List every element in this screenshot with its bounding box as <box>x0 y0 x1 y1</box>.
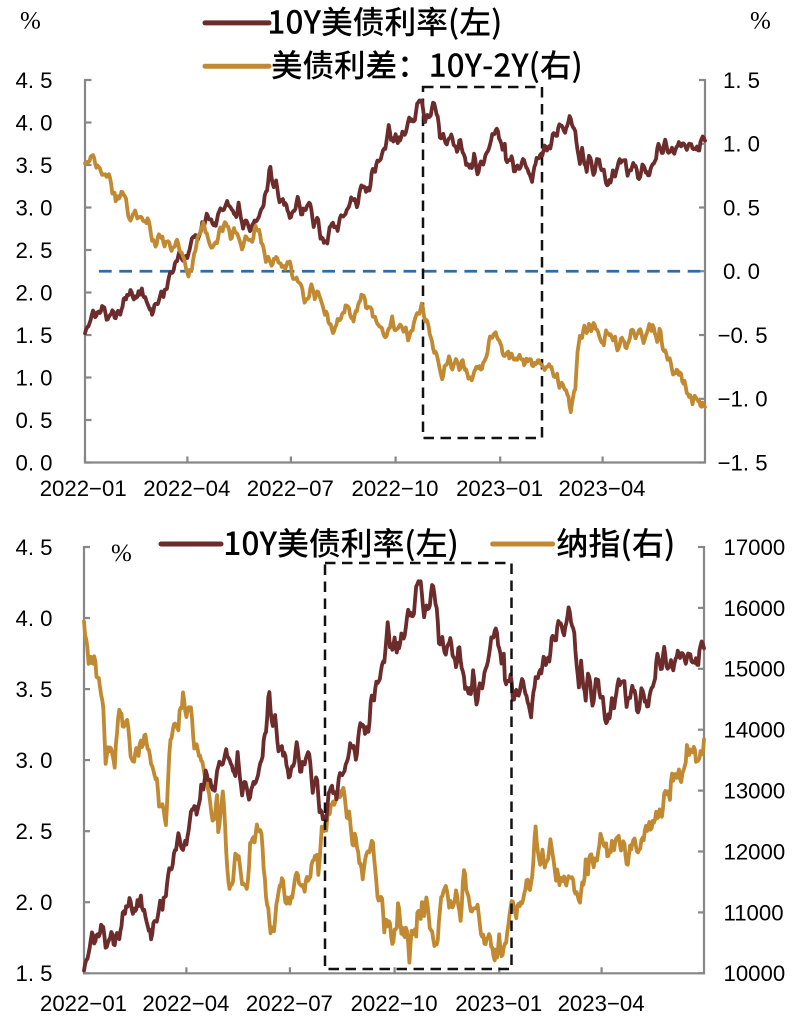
svg-text:15000: 15000 <box>724 657 786 682</box>
svg-text:3. 5: 3. 5 <box>15 153 52 178</box>
svg-text:0. 5: 0. 5 <box>15 408 52 433</box>
svg-text:2. 0: 2. 0 <box>15 280 52 305</box>
svg-text:2022−04: 2022−04 <box>142 991 229 1016</box>
svg-text:14000: 14000 <box>724 718 786 743</box>
svg-text:12000: 12000 <box>724 839 786 864</box>
svg-text:3. 0: 3. 0 <box>15 195 52 220</box>
svg-text:3. 5: 3. 5 <box>15 677 52 702</box>
svg-text:2022−10: 2022−10 <box>351 991 438 1016</box>
svg-text:13000: 13000 <box>724 779 786 804</box>
svg-text:2022−10: 2022−10 <box>352 476 439 501</box>
svg-text:4. 0: 4. 0 <box>15 110 52 135</box>
svg-text:−1. 5: −1. 5 <box>718 450 768 475</box>
svg-text:2023−01: 2023−01 <box>456 476 543 501</box>
svg-text:0. 0: 0. 0 <box>723 259 760 284</box>
svg-text:2023−04: 2023−04 <box>559 476 646 501</box>
svg-text:10000: 10000 <box>724 961 786 986</box>
svg-text:4. 5: 4. 5 <box>15 535 52 560</box>
svg-text:1. 5: 1. 5 <box>723 68 760 93</box>
svg-text:17000: 17000 <box>724 535 786 560</box>
svg-text:1. 5: 1. 5 <box>15 961 52 986</box>
svg-text:2023−01: 2023−01 <box>455 991 542 1016</box>
svg-text:2022−07: 2022−07 <box>247 476 334 501</box>
svg-text:2022−01: 2022−01 <box>40 476 127 501</box>
svg-text:1. 0: 1. 0 <box>723 132 760 157</box>
svg-text:−1. 0: −1. 0 <box>718 387 768 412</box>
svg-text:0. 5: 0. 5 <box>723 195 760 220</box>
svg-text:%: % <box>750 8 771 35</box>
svg-text:2. 0: 2. 0 <box>15 890 52 915</box>
svg-text:2022−07: 2022−07 <box>246 991 333 1016</box>
svg-text:2. 5: 2. 5 <box>15 819 52 844</box>
svg-text:4. 0: 4. 0 <box>15 606 52 631</box>
svg-text:16000: 16000 <box>724 596 786 621</box>
svg-text:4. 5: 4. 5 <box>15 68 52 93</box>
svg-text:3. 0: 3. 0 <box>15 748 52 773</box>
svg-text:2. 5: 2. 5 <box>15 238 52 263</box>
svg-text:11000: 11000 <box>724 900 784 925</box>
svg-text:%: % <box>111 540 132 567</box>
svg-text:1. 0: 1. 0 <box>15 365 52 390</box>
svg-text:%: % <box>20 8 41 35</box>
svg-text:−0. 5: −0. 5 <box>718 323 768 348</box>
svg-text:0. 0: 0. 0 <box>15 450 52 475</box>
svg-text:2022−01: 2022−01 <box>40 991 127 1016</box>
svg-text:1. 5: 1. 5 <box>15 323 52 348</box>
svg-text:2023−04: 2023−04 <box>558 991 645 1016</box>
svg-text:2022−04: 2022−04 <box>143 476 230 501</box>
